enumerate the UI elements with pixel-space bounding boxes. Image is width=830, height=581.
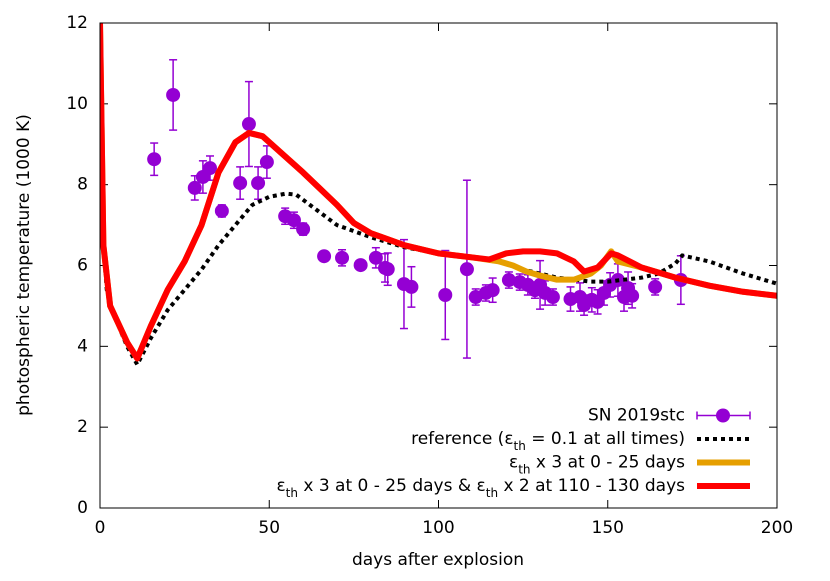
data-point <box>214 203 229 218</box>
y-tick-label: 12 <box>66 13 88 33</box>
point <box>404 279 419 294</box>
point <box>545 290 560 305</box>
data-point <box>625 282 640 309</box>
y-tick-label: 6 <box>77 256 88 276</box>
data-point <box>380 252 395 287</box>
data-point <box>317 249 332 264</box>
point <box>233 176 248 191</box>
x-tick-label: 0 <box>95 518 106 538</box>
point <box>501 273 516 288</box>
x-tick-label: 100 <box>422 518 454 538</box>
x-tick-label: 150 <box>592 518 624 538</box>
data-point <box>335 248 350 267</box>
point <box>286 213 301 228</box>
data-point <box>147 142 162 177</box>
data-point <box>296 222 311 237</box>
data-point <box>203 155 218 181</box>
point <box>438 288 453 303</box>
point <box>485 283 500 298</box>
data-point <box>501 271 516 289</box>
data-point <box>251 166 266 200</box>
point <box>166 87 181 102</box>
data-point <box>485 277 500 304</box>
data-point <box>187 175 202 201</box>
point <box>625 288 640 303</box>
y-tick-label: 4 <box>77 336 88 356</box>
point <box>335 250 350 265</box>
point <box>187 180 202 195</box>
data-point <box>648 278 663 296</box>
y-tick-label: 8 <box>77 175 88 195</box>
point <box>241 117 256 132</box>
point <box>296 222 311 237</box>
data-point <box>438 249 453 341</box>
x-tick-label: 50 <box>258 518 280 538</box>
data-point <box>368 246 383 269</box>
data-point <box>353 258 368 273</box>
x-tick-label: 200 <box>761 518 793 538</box>
legend-label: SN 2019stc <box>588 406 685 426</box>
point <box>353 258 368 273</box>
line <box>100 23 777 362</box>
legend-label: εth x 3 at 0 - 25 days & εth x 2 at 110 … <box>276 476 685 500</box>
y-tick-label: 2 <box>77 417 88 437</box>
y-tick-label: 10 <box>66 94 88 114</box>
y-tick-label: 0 <box>77 498 88 518</box>
legend-swatch <box>716 408 730 423</box>
data-point <box>259 145 274 179</box>
legend-label: εth x 3 at 0 - 25 days <box>509 453 685 477</box>
point <box>380 262 395 277</box>
point <box>251 176 266 191</box>
point <box>317 249 332 264</box>
legend-label: reference (εth = 0.1 at all times) <box>411 429 685 453</box>
point <box>203 161 218 176</box>
point <box>648 279 663 294</box>
plot-border <box>99 22 778 509</box>
point <box>368 250 383 265</box>
x-axis-label: days after explosion <box>352 550 524 570</box>
data-point <box>241 80 256 168</box>
data-point <box>459 179 474 359</box>
point <box>459 262 474 277</box>
y-axis-label: photospheric temperature (1000 K) <box>14 114 34 416</box>
point <box>214 203 229 218</box>
data-point <box>166 59 181 131</box>
data-point <box>404 265 419 308</box>
data-point <box>545 288 560 306</box>
line <box>100 23 777 362</box>
data-point <box>233 166 248 200</box>
point <box>147 152 162 167</box>
point <box>259 155 274 170</box>
